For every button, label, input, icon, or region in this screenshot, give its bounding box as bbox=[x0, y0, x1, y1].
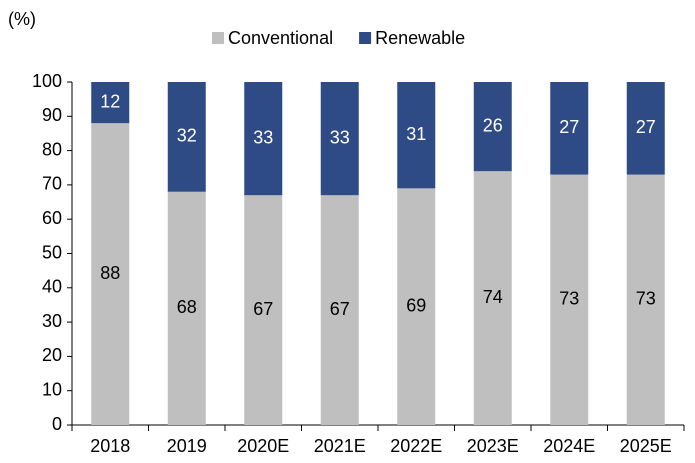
bar-segment bbox=[397, 82, 436, 189]
y-tick-label: 70 bbox=[42, 174, 62, 194]
bar-segment bbox=[244, 82, 283, 196]
data-label: 88 bbox=[100, 263, 120, 283]
bar-segment bbox=[244, 195, 283, 425]
x-tick-label: 2020E bbox=[237, 436, 289, 456]
data-label: 67 bbox=[253, 299, 273, 319]
bar-segment bbox=[397, 188, 436, 425]
data-label: 73 bbox=[636, 289, 656, 309]
data-label: 32 bbox=[177, 126, 197, 146]
data-label: 26 bbox=[483, 115, 503, 135]
data-label: 27 bbox=[559, 117, 579, 137]
legend-label: Renewable bbox=[375, 28, 465, 48]
bar-segment bbox=[167, 191, 206, 425]
bar-segment bbox=[91, 82, 130, 124]
x-tick-label: 2021E bbox=[314, 436, 366, 456]
y-tick-label: 50 bbox=[42, 242, 62, 262]
y-tick-label: 40 bbox=[42, 277, 62, 297]
y-tick-label: 100 bbox=[32, 71, 62, 91]
y-tick-label: 60 bbox=[42, 208, 62, 228]
data-label: 12 bbox=[100, 91, 120, 111]
bar-segment bbox=[167, 82, 206, 192]
x-tick-label: 2024E bbox=[543, 436, 595, 456]
legend-label: Conventional bbox=[228, 28, 333, 48]
data-label: 73 bbox=[559, 289, 579, 309]
data-label: 68 bbox=[177, 297, 197, 317]
y-axis-label: (%) bbox=[8, 9, 36, 29]
data-label: 74 bbox=[483, 287, 503, 307]
data-label: 31 bbox=[406, 124, 426, 144]
bar-segment bbox=[550, 82, 589, 175]
data-label: 69 bbox=[406, 295, 426, 315]
bar-segment bbox=[320, 82, 359, 196]
bar-segment bbox=[626, 82, 665, 175]
y-tick-label: 0 bbox=[52, 414, 62, 434]
data-label: 33 bbox=[330, 127, 350, 147]
x-tick-label: 2022E bbox=[390, 436, 442, 456]
y-tick-label: 30 bbox=[42, 311, 62, 331]
data-label: 67 bbox=[330, 299, 350, 319]
y-tick-label: 10 bbox=[42, 379, 62, 399]
y-tick-label: 20 bbox=[42, 345, 62, 365]
y-tick-label: 80 bbox=[42, 139, 62, 159]
x-tick-label: 2018 bbox=[90, 436, 130, 456]
bar-segment bbox=[473, 82, 512, 172]
bar-segment bbox=[320, 195, 359, 425]
bar-segment bbox=[473, 171, 512, 425]
y-tick-label: 90 bbox=[42, 105, 62, 125]
legend-swatch bbox=[212, 32, 224, 44]
data-label: 27 bbox=[636, 117, 656, 137]
bar-segment bbox=[626, 174, 665, 425]
x-tick-label: 2019 bbox=[167, 436, 207, 456]
data-label: 33 bbox=[253, 127, 273, 147]
bar-segment bbox=[550, 174, 589, 425]
x-tick-label: 2025E bbox=[620, 436, 672, 456]
x-tick-label: 2023E bbox=[467, 436, 519, 456]
bar-segment bbox=[91, 123, 130, 425]
legend-swatch bbox=[359, 32, 372, 44]
